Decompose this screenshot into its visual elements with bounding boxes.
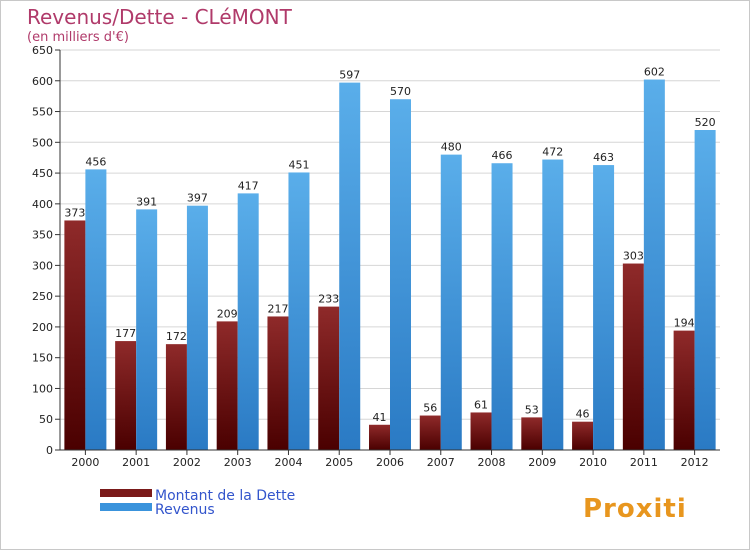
x-tick-label-2008: 2008 bbox=[478, 456, 506, 469]
bar-dette-2010 bbox=[572, 421, 594, 450]
bar-revenus-2007 bbox=[440, 154, 462, 450]
data-label-revenus-2002: 397 bbox=[187, 192, 208, 205]
data-label-dette-2002: 172 bbox=[166, 330, 187, 343]
bar-dette-2004 bbox=[267, 316, 289, 450]
bar-revenus-2000 bbox=[85, 169, 107, 450]
legend-swatch-dette bbox=[100, 489, 152, 497]
data-label-dette-2007: 56 bbox=[423, 402, 437, 415]
data-label-revenus-2003: 417 bbox=[238, 179, 259, 192]
proxiti-logo: Proxiti bbox=[583, 494, 687, 524]
legend-label-revenus: Revenus bbox=[155, 502, 215, 518]
chart-title: Revenus/Dette - CLéMONT bbox=[27, 5, 293, 29]
data-label-dette-2009: 53 bbox=[525, 403, 539, 416]
y-tick-label: 50 bbox=[39, 413, 53, 426]
bar-revenus-2004 bbox=[288, 172, 310, 450]
data-label-dette-2001: 177 bbox=[115, 327, 136, 340]
bar-dette-2005 bbox=[318, 306, 340, 450]
bar-dette-2003 bbox=[216, 321, 238, 450]
x-tick-label-2011: 2011 bbox=[630, 456, 658, 469]
x-tick-label-2004: 2004 bbox=[274, 456, 302, 469]
x-tick-label-2010: 2010 bbox=[579, 456, 607, 469]
data-label-dette-2006: 41 bbox=[373, 411, 387, 424]
data-label-revenus-2009: 472 bbox=[542, 146, 563, 159]
data-label-dette-2005: 233 bbox=[318, 293, 339, 306]
y-tick-label: 200 bbox=[32, 321, 53, 334]
data-label-revenus-2008: 466 bbox=[492, 149, 513, 162]
bar-revenus-2009 bbox=[542, 159, 564, 451]
x-tick-label-2009: 2009 bbox=[528, 456, 556, 469]
bar-revenus-2012 bbox=[694, 130, 716, 450]
y-tick-label: 650 bbox=[32, 44, 53, 57]
data-labels: 373 456 177 391 172 397 209 417 217 451 233 597 41 57… bbox=[64, 66, 715, 424]
data-label-revenus-2010: 463 bbox=[593, 151, 614, 164]
data-label-revenus-2000: 456 bbox=[85, 155, 106, 168]
bar-dette-2011 bbox=[622, 263, 644, 450]
data-label-dette-2012: 194 bbox=[674, 317, 695, 330]
y-tick-label: 0 bbox=[46, 444, 53, 457]
bar-revenus-2008 bbox=[491, 163, 513, 450]
data-label-revenus-2004: 451 bbox=[288, 158, 309, 171]
data-label-revenus-2011: 602 bbox=[644, 66, 665, 79]
data-label-dette-2008: 61 bbox=[474, 398, 488, 411]
bar-dette-2000 bbox=[64, 220, 86, 450]
y-tick-label: 100 bbox=[32, 382, 53, 395]
bar-dette-2002 bbox=[165, 344, 187, 450]
bar-dette-2012 bbox=[673, 330, 695, 450]
data-label-revenus-2007: 480 bbox=[441, 141, 462, 154]
bars bbox=[64, 79, 716, 451]
bar-revenus-2005 bbox=[339, 82, 361, 450]
bar-dette-2007 bbox=[419, 415, 441, 450]
y-tick-label: 400 bbox=[32, 198, 53, 211]
bar-dette-2008 bbox=[470, 412, 492, 450]
bar-revenus-2010 bbox=[593, 165, 615, 451]
data-label-dette-2004: 217 bbox=[267, 302, 288, 315]
bar-revenus-2003 bbox=[237, 193, 259, 450]
x-tick-label-2006: 2006 bbox=[376, 456, 404, 469]
axes: 0 50 100 150 200 250 300 350 400 450 500 550 600 650 2… bbox=[32, 44, 720, 469]
y-tick-label: 350 bbox=[32, 229, 53, 242]
legend-label-dette: Montant de la Dette bbox=[155, 488, 295, 504]
data-label-revenus-2006: 570 bbox=[390, 85, 411, 98]
y-tick-label: 450 bbox=[32, 167, 53, 180]
data-label-revenus-2001: 391 bbox=[136, 195, 157, 208]
x-tick-label-2007: 2007 bbox=[427, 456, 455, 469]
x-tick-label-2000: 2000 bbox=[71, 456, 99, 469]
bar-revenus-2011 bbox=[643, 79, 665, 451]
data-label-dette-2000: 373 bbox=[64, 206, 85, 219]
bar-dette-2009 bbox=[521, 417, 543, 450]
y-tick-label: 600 bbox=[32, 75, 53, 88]
x-tick-label-2001: 2001 bbox=[122, 456, 150, 469]
legend-swatch-revenus bbox=[100, 503, 152, 511]
x-tick-label-2012: 2012 bbox=[681, 456, 709, 469]
chart-subtitle: (en milliers d'€) bbox=[27, 30, 129, 45]
x-tick-label-2005: 2005 bbox=[325, 456, 353, 469]
data-label-dette-2003: 209 bbox=[217, 307, 238, 320]
data-label-revenus-2005: 597 bbox=[339, 69, 360, 82]
y-tick-label: 300 bbox=[32, 259, 53, 272]
y-tick-label: 500 bbox=[32, 136, 53, 149]
y-tick-label: 250 bbox=[32, 290, 53, 303]
bar-dette-2001 bbox=[115, 341, 137, 450]
data-label-dette-2011: 303 bbox=[623, 250, 644, 263]
bar-dette-2006 bbox=[369, 424, 390, 450]
y-tick-label: 550 bbox=[32, 106, 53, 119]
data-label-dette-2010: 46 bbox=[576, 408, 590, 421]
data-label-revenus-2012: 520 bbox=[695, 116, 716, 129]
bar-revenus-2006 bbox=[390, 99, 411, 450]
x-tick-label-2003: 2003 bbox=[224, 456, 252, 469]
bar-revenus-2002 bbox=[186, 205, 208, 450]
y-tick-label: 150 bbox=[32, 352, 53, 365]
x-tick-label-2002: 2002 bbox=[173, 456, 201, 469]
bar-revenus-2001 bbox=[136, 209, 158, 450]
